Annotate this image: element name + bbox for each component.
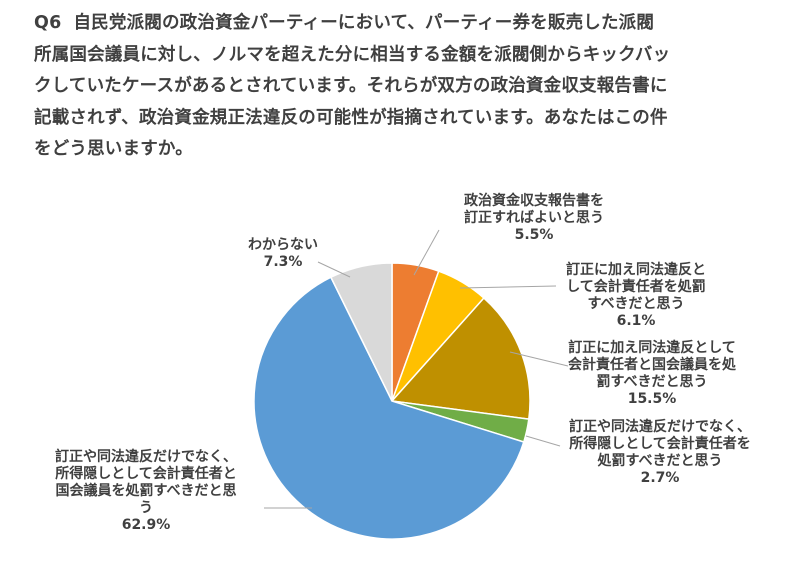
pie-slices (253, 262, 531, 540)
category-label-5-line-2: 所得隠しとして会計責任者と (55, 465, 237, 482)
category-label-4-line-2: 所得隠しとして会計責任者を (569, 435, 751, 452)
question-line-4: 記載されず、政治資金規正法違反の可能性が指摘されています。あなたはこの件 (34, 107, 668, 128)
question-line-3: クしていたケースがあるとされています。それらが双方の政治資金収支報告書に (34, 76, 668, 96)
leader-line-6 (317, 261, 351, 278)
category-label-3-line-2: 会計責任者と国会議員を処 (568, 356, 737, 373)
category-label-2-line-1: 訂正に加え同法違反と (566, 261, 706, 278)
pie-slice-3 (390, 297, 531, 420)
question-text: Q6 自民党派閥の政治資金パーティーにおいて、パーティー券を販売した派閥 所属国会… (34, 8, 794, 166)
category-label-6-line-1: わからない (248, 237, 318, 253)
category-label-1-line-2: 訂正すればよいと思う (464, 209, 604, 226)
value-label-3: 15.5% (628, 391, 677, 407)
question-line-1: Q6 自民党派閥の政治資金パーティーにおいて、パーティー券を販売した派閥 (34, 8, 794, 40)
leader-line-2 (459, 285, 557, 289)
category-label-3-line-3: 罰すべきだと思う (596, 374, 707, 390)
value-label-2: 6.1% (617, 313, 656, 329)
question-line-5: をどう思いますか。 (34, 139, 193, 159)
category-label-3-line-1: 訂正に加え同法違反として (568, 339, 736, 356)
category-label-2-line-3: すべきだと思う (587, 296, 684, 312)
leader-line-1 (413, 229, 440, 276)
category-label-2-line-2: して会計責任者を処罰 (566, 278, 706, 295)
category-label-5-line-4: う (139, 500, 153, 516)
category-label-1-line-1: 政治資金収支報告書を (464, 192, 604, 209)
leader-line-4 (525, 435, 561, 447)
value-label-1: 5.5% (515, 227, 554, 243)
category-label-4-line-1: 訂正や同法違反だけでなく、 (569, 418, 751, 435)
question-number: Q6 (34, 13, 62, 33)
category-label-5-line-3: 国会議員を処罰すべきだと思 (55, 482, 236, 499)
value-label-4: 2.7% (641, 470, 680, 486)
leader-line-3 (509, 351, 569, 367)
pie-slice-5 (253, 276, 525, 540)
category-label-4-line-3: 処罰すべきだと思う (596, 452, 722, 469)
category-label-5-line-1: 訂正や同法違反だけでなく、 (55, 448, 237, 465)
pie-slice-6 (329, 262, 393, 402)
question-line-1-text: 自民党派閥の政治資金パーティーにおいて、パーティー券を販売した派閥 (73, 13, 655, 33)
question-line-2: 所属国会議員に対し、ノルマを超えた分に相当する金額を派閥側からキックバッ (34, 44, 671, 65)
value-label-5: 62.9% (122, 517, 171, 533)
value-label-6: 7.3% (264, 254, 303, 270)
leader-lines (264, 229, 569, 509)
